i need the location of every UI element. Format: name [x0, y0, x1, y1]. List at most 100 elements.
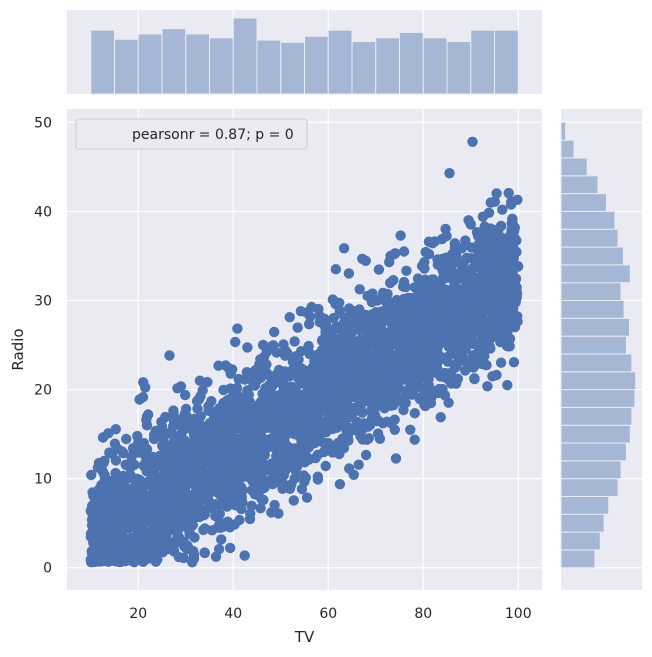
scatter-point [398, 276, 410, 288]
scatter-point [430, 367, 442, 378]
scatter-point [345, 358, 356, 370]
scatter-point [213, 415, 224, 427]
scatter-point [186, 466, 197, 477]
scatter-point [347, 341, 358, 352]
scatter-point [191, 395, 203, 407]
scatter-point [215, 463, 226, 474]
x-tick-label: 80 [414, 606, 432, 622]
scatter-point [261, 414, 272, 425]
scatter-point [435, 412, 446, 423]
scatter-point [303, 319, 315, 330]
scatter-point [98, 488, 109, 499]
scatter-point [430, 333, 441, 345]
scatter-point [178, 471, 189, 482]
y-tick-label: 10 [34, 472, 52, 488]
scatter-point [369, 404, 380, 415]
scatter-point [178, 505, 189, 516]
scatter-point [225, 542, 236, 554]
y-tick-label: 40 [34, 204, 52, 220]
right-histogram-bar [560, 353, 633, 373]
scatter-point [128, 498, 140, 509]
scatter-point [275, 391, 286, 402]
scatter-point [408, 388, 419, 399]
scatter-point [230, 496, 242, 508]
scatter-point [330, 264, 342, 275]
scatter-point [449, 290, 460, 301]
scatter-point [303, 340, 314, 352]
scatter-point [203, 502, 214, 514]
scatter-point [486, 255, 498, 266]
x-axis-label: TV [294, 628, 315, 646]
scatter-point [507, 289, 519, 301]
scatter-point [375, 314, 387, 325]
scatter-point [338, 442, 350, 454]
scatter-point [414, 349, 426, 360]
scatter-point [228, 446, 239, 458]
scatter-point [353, 459, 364, 470]
scatter-point [289, 336, 300, 347]
scatter-point [265, 341, 276, 353]
scatter-point [269, 326, 280, 338]
scatter-point [360, 449, 372, 461]
scatter-point [140, 479, 152, 490]
scatter-point [445, 314, 456, 325]
scatter-point [180, 403, 192, 415]
scatter-point [164, 350, 175, 361]
right-histogram-bar [560, 157, 588, 177]
scatter-point [86, 546, 98, 557]
scatter-point [156, 546, 167, 557]
scatter-point [173, 513, 184, 525]
scatter-point [391, 316, 403, 327]
scatter-point [249, 481, 260, 493]
scatter-point [388, 374, 399, 385]
scatter-point [389, 414, 400, 425]
scatter-point [220, 360, 231, 371]
scatter-point [354, 284, 365, 295]
scatter-point [511, 246, 522, 258]
scatter-point [230, 336, 241, 348]
scatter-point [480, 275, 491, 286]
scatter-point [456, 243, 468, 254]
scatter-point [482, 381, 493, 392]
right-histogram-bar [560, 531, 601, 551]
scatter-point [484, 291, 496, 303]
scatter-point [221, 501, 233, 512]
scatter-point [270, 461, 281, 472]
right-histogram-bar [560, 282, 622, 302]
scatter-point [239, 550, 250, 561]
right-histogram-bar [560, 389, 636, 408]
scatter-point [110, 510, 121, 522]
scatter-point [502, 379, 513, 391]
scatter-point [409, 408, 420, 419]
scatter-point [328, 372, 339, 383]
scatter-point [89, 491, 101, 503]
top-histogram-bars [90, 17, 519, 95]
scatter-point [262, 460, 273, 471]
scatter-point [99, 479, 111, 491]
scatter-point [292, 461, 303, 472]
scatter-point [296, 483, 308, 495]
scatter-point [476, 326, 488, 338]
scatter-point [443, 397, 454, 408]
scatter-point [319, 313, 330, 324]
scatter-point [185, 454, 196, 465]
top-histogram-bar [232, 17, 258, 95]
right-histogram-bar [560, 139, 575, 159]
scatter-point [274, 435, 285, 447]
scatter-point [288, 495, 299, 506]
scatter-point [509, 316, 521, 327]
scatter-point [420, 397, 432, 408]
scatter-point [104, 447, 115, 458]
top-histogram-bar [327, 29, 353, 95]
scatter-point [88, 537, 99, 549]
y-axis-label: Radio [9, 328, 27, 370]
scatter-point [289, 443, 300, 454]
scatter-point [341, 379, 352, 390]
scatter-point [187, 557, 198, 568]
scatter-point [508, 357, 520, 368]
scatter-point [361, 317, 372, 329]
top-histogram-bar [280, 41, 305, 95]
scatter-point [264, 370, 276, 382]
right-histogram-bar [560, 478, 619, 497]
scatter-point [273, 508, 284, 519]
